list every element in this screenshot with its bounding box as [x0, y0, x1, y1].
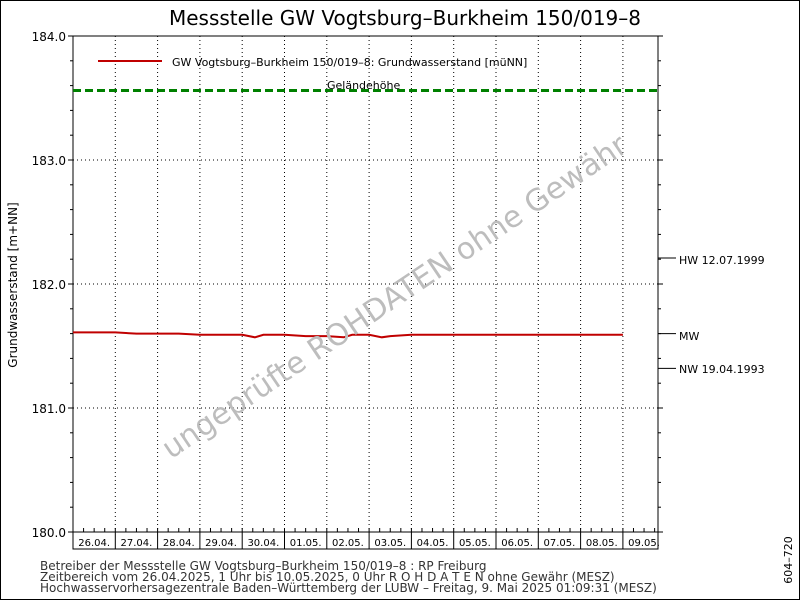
y-tick-label: 180.0: [32, 526, 66, 540]
legend-label: GW Vogtsburg–Burkheim 150/019–8: Grundwa…: [172, 56, 527, 69]
chart-title: Messstelle GW Vogtsburg–Burkheim 150/019…: [169, 6, 641, 30]
marker-label-mw: MW: [679, 330, 699, 343]
marker-label-nw: NW 19.04.1993: [679, 363, 765, 376]
x-tick-label: 07.05.: [544, 538, 576, 549]
footer-line-2: Zeitbereich vom 26.04.2025, 1 Uhr bis 10…: [40, 570, 615, 584]
x-tick-label: 05.05.: [459, 538, 491, 549]
side-code: 604–720: [782, 536, 795, 584]
footer-line-3: Hochwasservorhersagezentrale Baden–Württ…: [40, 581, 657, 595]
x-tick-label: 28.04.: [163, 538, 195, 549]
x-tick-label: 29.04.: [205, 538, 237, 549]
y-tick-label: 183.0: [32, 154, 66, 168]
y-tick-label: 184.0: [32, 30, 66, 44]
x-tick-label: 27.04.: [121, 538, 153, 549]
plot-layer: 180.0 181.0 182.0 183.0 184.0 26.04. 27.04. 28.…: [32, 30, 676, 550]
footer-line-1: Betreiber der Messstelle GW Vogtsburg–Bu…: [40, 559, 486, 573]
reference-line-label: Geländehöhe: [327, 79, 400, 92]
x-tick-label: 26.04.: [78, 538, 110, 549]
x-tick-label: 06.05.: [501, 538, 533, 549]
x-tick-label: 01.05.: [290, 538, 322, 549]
series-line-grundwasserstand: [73, 331, 623, 339]
plot-frame: [72, 35, 659, 533]
x-tick-label: 02.05.: [332, 538, 364, 549]
marker-label-hw: HW 12.07.1999: [679, 254, 765, 267]
y-tick-label: 182.0: [32, 278, 66, 292]
y-axis-label: Grundwasserstand [m+NN]: [6, 202, 20, 367]
x-tick-label: 08.05.: [586, 538, 618, 549]
y-tick-label: 181.0: [32, 402, 66, 416]
x-tick-label: 30.04.: [247, 538, 279, 549]
x-tick-label: 03.05.: [374, 538, 406, 549]
x-tick-label: 04.05.: [417, 538, 449, 549]
x-tick-label: 09.05.: [628, 538, 660, 549]
